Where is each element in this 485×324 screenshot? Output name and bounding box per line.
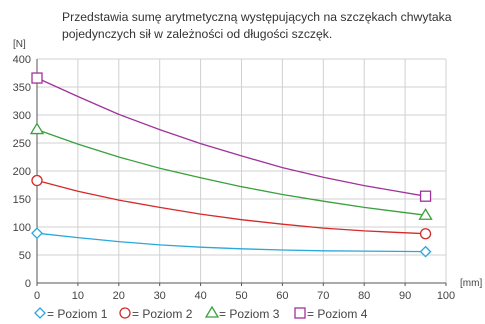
x-tick-label: 50: [235, 290, 247, 302]
legend-label-4: = Poziom 4: [307, 307, 368, 321]
legend-marker-3: [204, 305, 220, 318]
series-line-3: [36, 128, 426, 216]
series-line-4: [36, 77, 426, 197]
x-tick-label: 0: [34, 290, 40, 302]
x-tick-label: 60: [276, 290, 288, 302]
y-tick-label: 350: [13, 82, 31, 94]
y-tick-label: 50: [19, 250, 31, 262]
y-tick-label: 200: [13, 166, 31, 178]
y-axis-unit: [N]: [13, 39, 26, 50]
x-tick-label: 70: [317, 290, 329, 302]
y-tick-label: 250: [13, 138, 31, 150]
series-line-1: [36, 232, 426, 253]
x-tick-label: 30: [154, 290, 166, 302]
series-3-start-marker: [29, 122, 45, 135]
legend-marker-2: [119, 307, 131, 319]
x-tick-label: 20: [113, 290, 125, 302]
y-tick-label: 300: [13, 110, 31, 122]
x-tick-label: 90: [399, 290, 411, 302]
x-tick-label: 10: [72, 290, 84, 302]
legend-label-2: = Poziom 2: [132, 307, 193, 321]
series-line-2: [36, 179, 426, 235]
y-tick-label: 150: [13, 194, 31, 206]
series-1-start-marker: [31, 227, 43, 240]
legend-label-1: = Poziom 1: [47, 307, 108, 321]
series-4-start-marker: [31, 72, 43, 84]
legend-label-3: = Poziom 3: [219, 307, 280, 321]
x-tick-label: 100: [437, 290, 455, 302]
x-axis-unit: [mm]: [460, 278, 482, 289]
y-tick-label: 400: [13, 54, 31, 66]
series-4-end-marker: [419, 190, 432, 202]
series-2-end-marker: [419, 228, 432, 240]
x-tick-label: 80: [358, 290, 370, 302]
series-3-end-marker: [418, 207, 433, 220]
series-1-end-marker: [419, 245, 432, 258]
series-2-start-marker: [31, 174, 43, 187]
legend-marker-4: [294, 307, 306, 319]
x-tick-label: 40: [194, 290, 206, 302]
y-tick-label: 100: [13, 222, 31, 234]
chart-caption: Przedstawia sumę arytmetyczną występując…: [62, 10, 452, 41]
legend-marker-1: [34, 307, 46, 319]
y-tick-label: 0: [25, 278, 31, 290]
